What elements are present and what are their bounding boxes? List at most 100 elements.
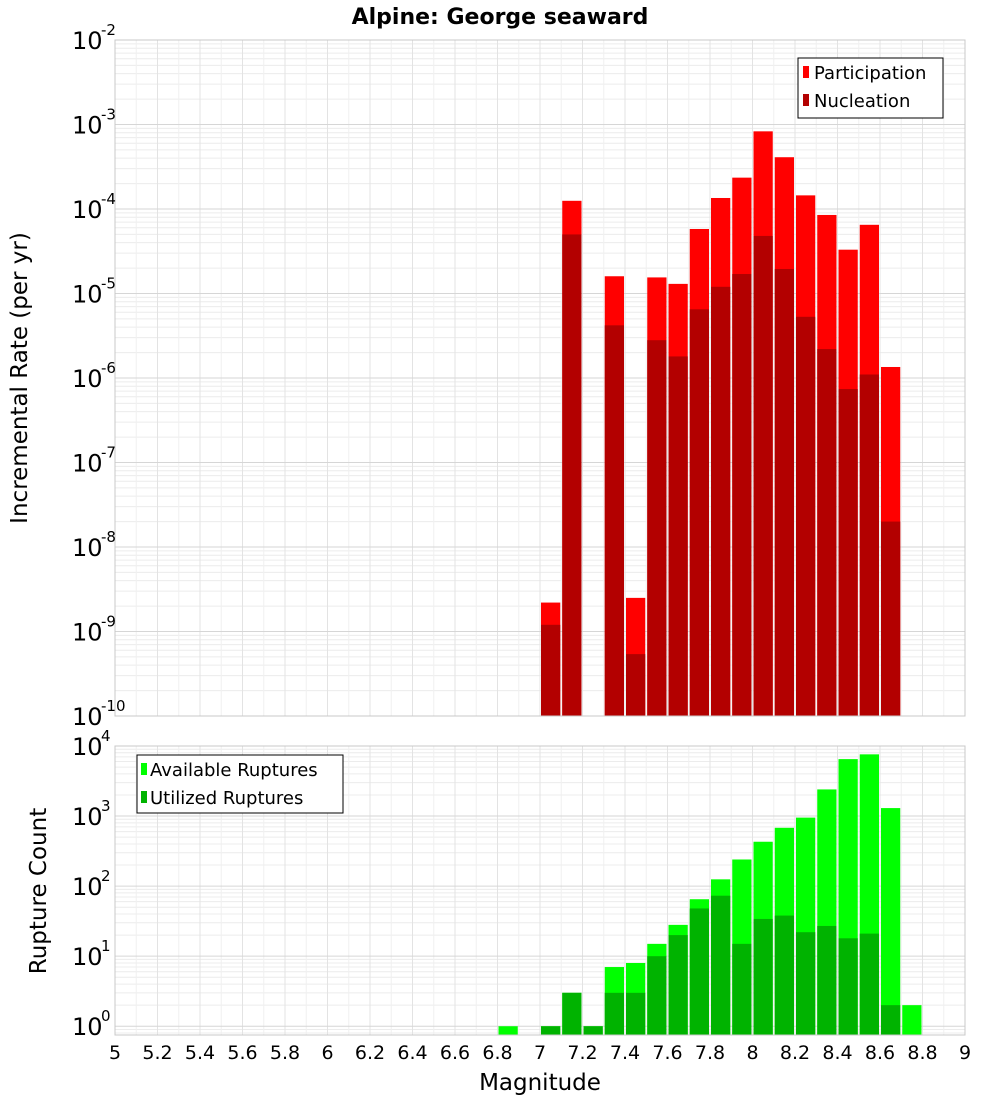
bar-nucleation [647,340,667,716]
bar-utilized-ruptures [838,938,858,1035]
legend-swatch-utilized [141,791,147,803]
bottom-plot-border [114,745,966,1036]
top-legend-box [797,57,944,119]
x-axis-label: Magnitude [479,1070,601,1096]
bottom-y-axis-label: Rupture Count [26,808,52,974]
x-tick-label: 7 [534,1042,546,1064]
legend-label-available: Available Ruptures [150,760,318,781]
bar-utilized-ruptures [689,908,709,1035]
top-y-axis-label: Incremental Rate (per yr) [7,232,33,524]
x-tick-label: 8.8 [907,1042,937,1064]
bar-utilized-ruptures [604,992,624,1035]
legend-label-nucleation: Nucleation [814,91,910,112]
y-tick-label: 10 [72,1013,103,1041]
x-tick-label: 7.8 [695,1042,725,1064]
bar-utilized-ruptures [732,943,752,1035]
y-tick-label: 10 [72,450,103,478]
y-tick-exponent: -9 [101,613,116,631]
legend-swatch-participation [803,66,809,78]
y-tick-label: 10 [72,803,103,831]
chart-title: Alpine: George seaward [352,5,649,30]
y-tick-exponent: -8 [101,528,116,546]
x-tick-label: 5.8 [270,1042,300,1064]
y-tick-exponent: -2 [101,21,116,39]
bar-nucleation [732,274,752,716]
x-tick-label: 8.2 [780,1042,810,1064]
top-gridlines [114,39,966,717]
x-tick-label: 6.2 [355,1042,385,1064]
bar-nucleation [817,349,837,716]
bar-utilized-ruptures [583,1026,603,1035]
bottom-legend: Available Ruptures Utilized Ruptures [136,754,344,814]
x-tick-label: 5 [109,1042,121,1064]
bar-utilized-ruptures [796,932,816,1035]
legend-swatch-nucleation [803,94,809,106]
y-tick-exponent: -4 [101,190,116,208]
x-tick-label: 6.4 [397,1042,427,1064]
y-tick-label: 10 [72,196,103,224]
y-tick-exponent: 4 [101,727,111,745]
bar-nucleation [881,521,901,716]
bar-utilized-ruptures [774,915,794,1035]
y-tick-label: 10 [72,943,103,971]
top-legend: Participation Nucleation [797,57,944,119]
bar-utilized-ruptures [626,992,646,1035]
bar-utilized-ruptures [562,992,582,1035]
bar-utilized-ruptures [647,956,667,1035]
x-tick-label: 6 [321,1042,333,1064]
y-tick-exponent: -3 [101,106,116,124]
x-tick-label: 7.2 [567,1042,597,1064]
x-tick-label: 8.6 [865,1042,895,1064]
bar-utilized-ruptures [859,933,879,1035]
bottom-legend-box [136,754,344,814]
y-tick-exponent: 0 [101,1007,111,1025]
x-tick-label: 5.6 [227,1042,257,1064]
x-tick-label: 5.2 [142,1042,172,1064]
y-tick-exponent: 3 [101,797,111,815]
bar-utilized-ruptures [668,935,688,1035]
x-tick-label: 8.4 [822,1042,852,1064]
x-tick-label: 5.4 [185,1042,215,1064]
y-tick-label: 10 [72,534,103,562]
y-tick-label: 10 [72,112,103,140]
bar-utilized-ruptures [881,1005,901,1035]
bar-available-ruptures [881,808,901,1035]
y-tick-label: 10 [72,619,103,647]
y-tick-label: 10 [72,365,103,393]
y-tick-label: 10 [72,703,103,731]
bar-nucleation [668,356,688,716]
legend-label-utilized: Utilized Ruptures [150,788,303,809]
top-plot-border [114,39,966,717]
y-tick-exponent: -6 [101,359,116,377]
y-tick-exponent: 1 [101,937,111,955]
y-tick-exponent: -5 [101,275,116,293]
bar-utilized-ruptures [753,918,773,1035]
y-tick-label: 10 [72,873,103,901]
x-tick-label: 6.6 [440,1042,470,1064]
bar-nucleation [753,235,773,716]
bar-nucleation [604,325,624,716]
x-tick-label: 7.6 [652,1042,682,1064]
x-tick-label: 6.8 [482,1042,512,1064]
bottom-bars [498,754,922,1035]
bar-utilized-ruptures [711,895,731,1035]
x-tick-label: 9 [959,1042,971,1064]
x-tick-label: 8 [746,1042,758,1064]
bar-nucleation [541,624,561,716]
y-tick-label: 10 [72,27,103,55]
y-tick-label: 10 [72,733,103,761]
y-tick-exponent: -7 [101,444,116,462]
bar-nucleation [838,389,858,716]
top-bars [541,131,901,717]
y-tick-label: 10 [72,281,103,309]
bar-nucleation [859,374,879,716]
bar-available-ruptures [902,1005,922,1035]
legend-swatch-available [141,763,147,775]
bar-available-ruptures [498,1026,518,1035]
bar-nucleation [562,234,582,717]
